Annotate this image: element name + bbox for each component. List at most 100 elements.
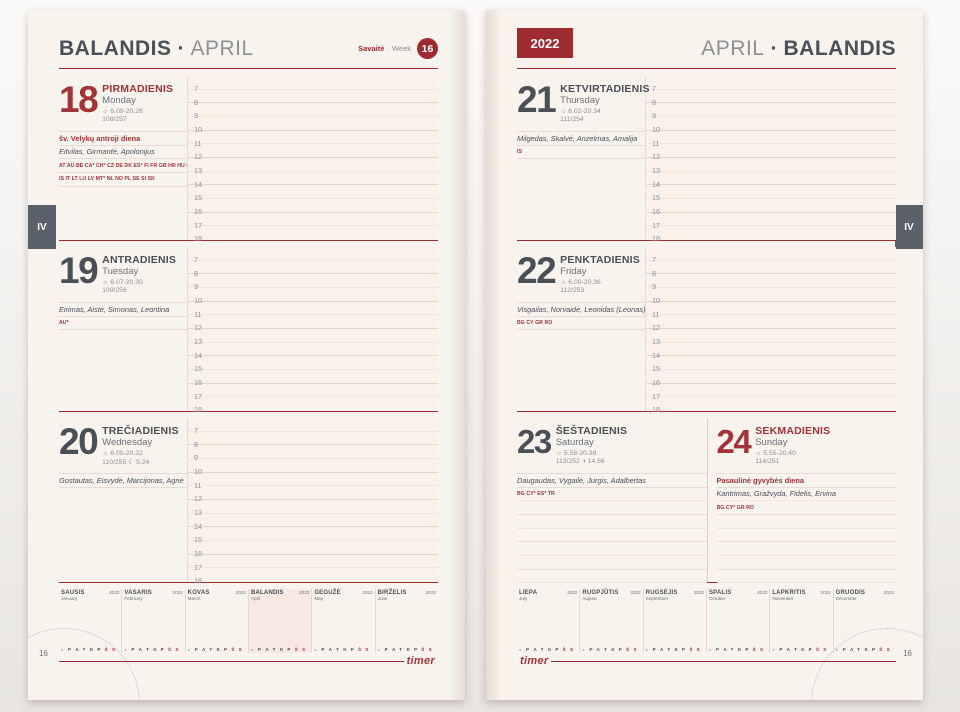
mini-month-year: 2022 [425, 590, 436, 595]
mini-weekday-header-en: w [582, 660, 589, 700]
mini-weekday-header-en: T [217, 660, 224, 700]
last-quarter-moon-icon: ◑ [581, 458, 586, 465]
mini-weekday-header-en: M [843, 660, 850, 700]
mini-weekday-header-lt: Š [231, 646, 235, 652]
hour-row-9: 9 [188, 274, 438, 291]
week-label-en: · Week [387, 44, 411, 53]
mini-month-name-en: March [187, 596, 201, 601]
header-rule [59, 68, 438, 69]
mini-weekday-header-en: F [287, 660, 294, 700]
mini-weekday-header-lt: P [589, 646, 593, 652]
sun-times: 6.09-20.28 [110, 107, 143, 115]
hour-label: 16 [194, 206, 203, 216]
hour-row-18: 18 [646, 397, 896, 414]
mini-weekday-header-en: W [857, 660, 864, 700]
mini-calendar-september: RUGSĖJIS2022SeptembersPATKPŠSwMTWTFSS351… [642, 589, 706, 653]
mini-calendar-november: LAPKRITIS2022NovembersPATKPŠSwMTWTFSS441… [769, 589, 832, 653]
mini-weekday-header-en: S [239, 660, 246, 700]
hour-row-17: 17 [188, 213, 438, 230]
mini-weekday-header-lt: K [547, 646, 552, 652]
sunrise-sunset: ☼ 6.05-20.32 [102, 450, 179, 457]
hour-label: 10 [194, 295, 203, 305]
mini-weekday-header-lt: T [209, 646, 213, 652]
mini-month-grid: sPATKPŠSwMTWTFSS131231445678910151112131… [251, 602, 309, 700]
brand-logo: timer [520, 655, 549, 667]
mini-weekday-header-lt: s [377, 646, 380, 652]
mini-weekday-header-lt: S [759, 646, 764, 652]
day-notes: Milgedas, Skalvė, Anzelmas, Amalija IS [517, 131, 645, 160]
mini-weekday-header-en: M [716, 660, 723, 700]
hour-label: 14 [652, 179, 661, 189]
mini-month-name-en: June [377, 596, 388, 601]
mini-month-header: SPALIS 2022 [709, 590, 767, 596]
ruled-line [716, 542, 896, 556]
mini-month-year: 2022 [299, 590, 310, 595]
footer-rule [59, 660, 404, 662]
mini-month-name-lt: LIEPA [519, 590, 538, 596]
holiday-country-codes: AT AU BE CA* CH* CZ DE DK ES* FI FR GB H… [59, 159, 187, 173]
mini-weekday-header-lt: K [89, 646, 94, 652]
mini-weekday-header-en: M [195, 660, 202, 700]
day-head: 18 PIRMADIENIS Monday ☼ 6.09-20.28 108/2… [59, 76, 187, 131]
moon-time: 5.24 [136, 459, 150, 466]
hour-row-18: 18 [646, 226, 896, 243]
hour-label: 15 [194, 535, 203, 545]
weekday-name-lt: PENKTADIENIS [560, 254, 640, 266]
month-title-en: APRIL [190, 37, 254, 60]
mini-weekday-header-lt: s [250, 646, 254, 652]
mini-weekday-header-lt: S [823, 646, 827, 652]
holiday-country-codes: IS [517, 146, 645, 160]
mini-weekday-header-lt: T [540, 646, 544, 652]
mini-month-name-en: October [708, 596, 726, 601]
mini-month-year: 2022 [820, 590, 831, 595]
mini-weekday-header-en: F [555, 660, 562, 700]
hour-label: 9 [194, 453, 199, 463]
mini-weekday-header-en: W [667, 660, 674, 700]
mini-weekday-header-lt: S [365, 646, 369, 652]
day-titles: PENKTADIENIS Friday ☼ 6.00-20.36 112/253 [560, 254, 640, 302]
day-titles: ANTRADIENIS Tuesday ☼ 6.07-20.30 109/256 [102, 254, 176, 302]
mini-weekday-header-lt: P [97, 646, 101, 652]
mini-weekday-header-en: S [358, 660, 365, 700]
mini-weekday-header-en: F [682, 660, 689, 700]
mini-month-name-lt: GRUODIS [835, 590, 866, 596]
mini-weekday-header-lt: P [808, 646, 812, 652]
mini-month-name-en: August [582, 596, 597, 601]
mini-weekday-header-en: S [626, 660, 633, 700]
hour-label: 12 [652, 152, 661, 162]
weekday-name-lt: ANTRADIENIS [102, 254, 177, 266]
hour-row-7: 7 [188, 247, 438, 264]
hour-row-12: 12 [188, 315, 438, 332]
ruled-line [716, 570, 896, 584]
mini-month-grid: sPATKPŠSwMTWTFSS481234495678910115012131… [836, 602, 894, 700]
mini-weekday-header-lt: S [238, 646, 242, 652]
mini-weekday-header-lt: T [603, 646, 607, 652]
ruled-line [517, 529, 707, 543]
mini-weekday-header-lt: P [160, 646, 164, 652]
mini-weekday-header-en: W [146, 660, 153, 700]
weekday-name-lt: TREČIADIENIS [102, 425, 179, 437]
mini-weekday-header-en: S [753, 660, 760, 700]
hour-row-11: 11 [646, 302, 896, 319]
hour-row-15: 15 [188, 527, 438, 545]
left-header: BALANDIS · APRIL Savaitė · Week 16 [59, 10, 438, 68]
day-notes: šv. Velykų antroji diena Eitvilas, Girma… [59, 131, 187, 187]
sun-times: 6.07-20.30 [110, 278, 143, 286]
sunrise-sunset: ☼ 6.09-20.28 [102, 108, 173, 115]
mini-weekday-header-en: W [794, 660, 801, 700]
mini-weekday-header-lt: P [715, 646, 720, 652]
mini-weekday-header-en: S [816, 660, 823, 700]
mini-weekday-header-lt: S [886, 646, 890, 652]
mini-month-header: LIEPA 2022 [519, 590, 577, 596]
mini-calendar-june: BIRŽELIS2022JunesPATKPŠSwMTWTFSS22123452… [374, 589, 438, 653]
mini-calendar-october: SPALIS2022OctobersPATKPŠSwMTWTFSS3912403… [705, 589, 769, 653]
weekday-name-lt: PIRMADIENIS [102, 83, 174, 95]
mini-weekday-header-lt: A [596, 646, 600, 652]
mini-weekday-header-en: T [548, 660, 555, 700]
hour-label: 10 [652, 124, 661, 134]
weekday-name-en: Friday [560, 266, 587, 277]
hour-label: 7 [194, 84, 199, 93]
hour-row-11: 11 [188, 302, 438, 319]
hour-label: 10 [194, 466, 203, 476]
